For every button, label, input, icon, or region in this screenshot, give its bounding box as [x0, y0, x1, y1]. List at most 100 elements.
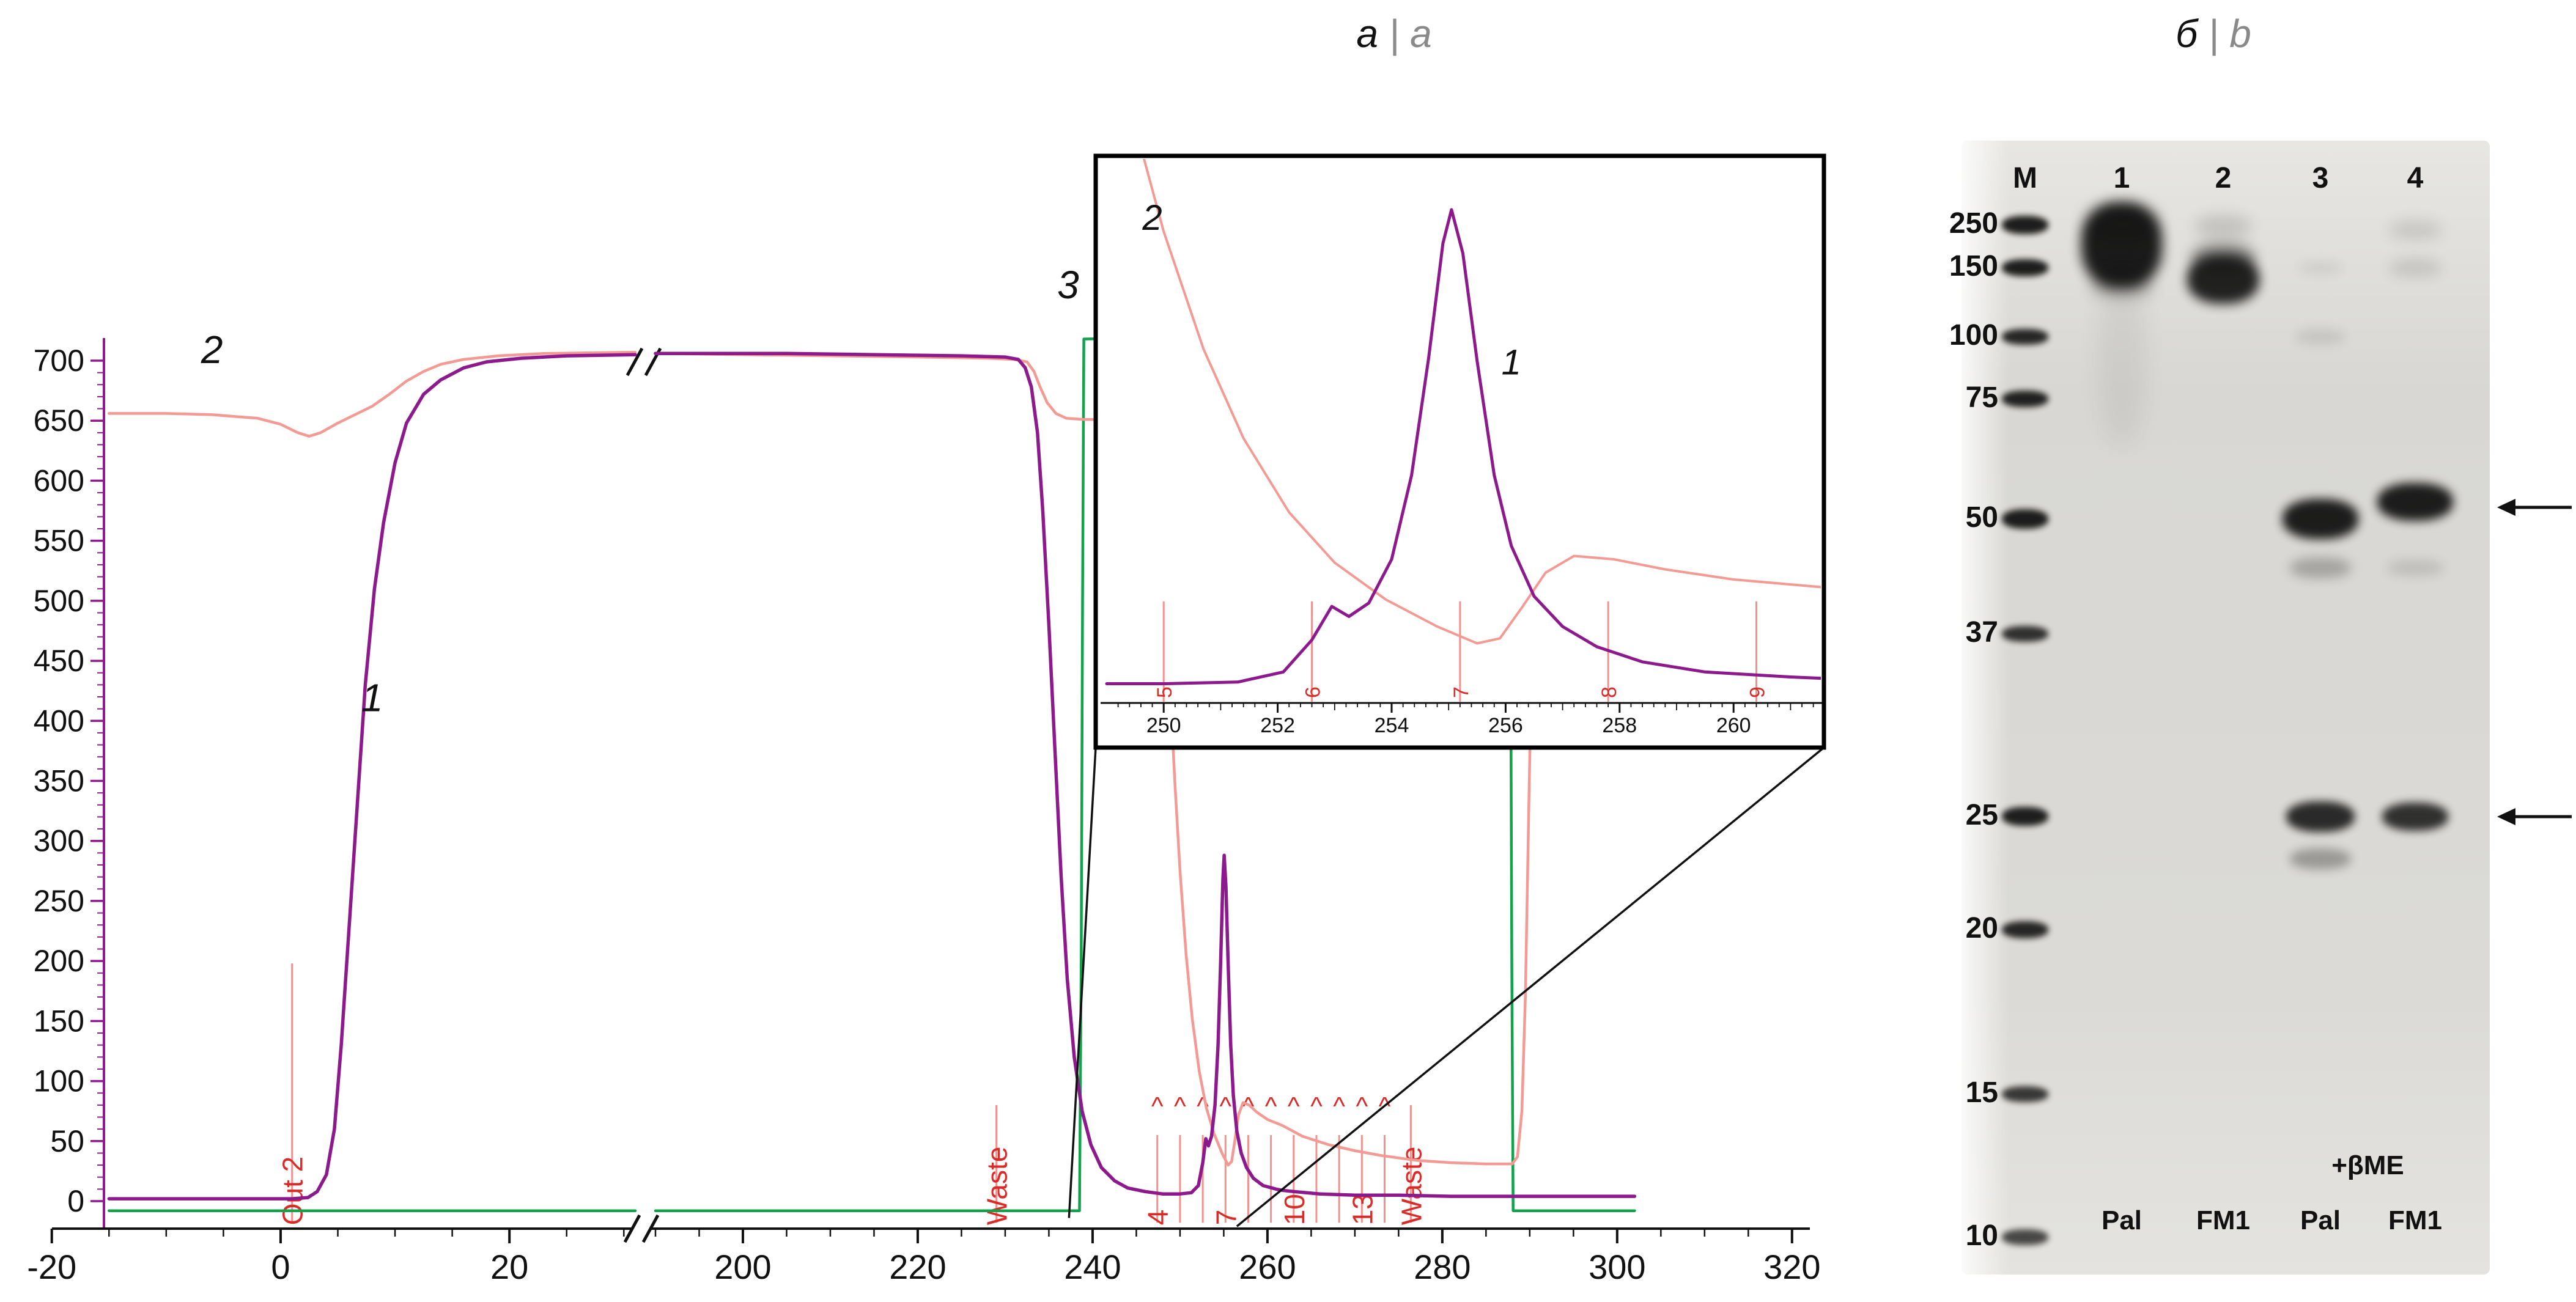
panel-a-label-cyrillic: а — [1356, 12, 1378, 56]
y-tick-label: 300 — [34, 824, 84, 858]
marker-band-37 — [2002, 625, 2048, 642]
series-label-2: 2 — [201, 328, 223, 372]
x-tick-label: 300 — [1589, 1248, 1645, 1286]
panel-a-separator: | — [1378, 12, 1411, 56]
mw-label-50: 50 — [1965, 501, 1998, 534]
y-tick-label: 200 — [34, 944, 84, 978]
event-mark-label: Waste — [981, 1147, 1013, 1226]
mw-label-150: 150 — [1949, 249, 1998, 282]
panel-a-label-latin: a — [1410, 12, 1432, 56]
gel-band-lane3-150kda — [2298, 260, 2342, 274]
fraction-caret: ^ — [1219, 1092, 1231, 1120]
inset-fraction-number: 9 — [1746, 686, 1769, 698]
curve-2 — [654, 351, 1636, 1167]
mw-label-20: 20 — [1965, 911, 1998, 944]
inset-fraction-number: 6 — [1302, 686, 1325, 698]
lane-caption-2: FM1 — [2196, 1205, 2250, 1235]
marker-band-25 — [2002, 807, 2048, 826]
inset-curve-2 — [1142, 159, 1821, 645]
gel-band-lane4-25kda — [2382, 802, 2448, 831]
mw-label-75: 75 — [1965, 381, 1998, 414]
gel-band-lane2-245kda — [2195, 215, 2251, 238]
lane-label-1: 1 — [2113, 162, 2130, 194]
x-tick-label: 280 — [1414, 1248, 1471, 1286]
y-tick-label: 150 — [34, 1004, 84, 1038]
fraction-caret: ^ — [1310, 1092, 1323, 1120]
y-tick-label: 650 — [34, 403, 84, 438]
x-tick-label: 200 — [714, 1248, 771, 1286]
fraction-caret: ^ — [1333, 1092, 1345, 1120]
band-arrow-head — [2497, 499, 2515, 517]
marker-band-10 — [2002, 1229, 2048, 1245]
panel-b-label-cyrillic: б — [2176, 12, 2198, 56]
mw-label-250: 250 — [1949, 207, 1998, 240]
marker-band-250 — [2002, 216, 2048, 234]
gel-band-lane3-25kda — [2286, 801, 2355, 832]
marker-band-20 — [2002, 921, 2048, 938]
gel-band-lane2-140kda — [2187, 255, 2259, 304]
inset-series-label-2: 2 — [1142, 198, 1162, 238]
x-tick-label: 20 — [490, 1248, 528, 1286]
axis-break-slash — [641, 1214, 660, 1243]
y-tick-label: 550 — [34, 524, 84, 558]
gel-band-lane3-23kda — [2290, 848, 2351, 870]
inset-curves — [1105, 159, 1821, 685]
mw-label-15: 15 — [1965, 1076, 1998, 1109]
panel-a-title: а | a — [1290, 11, 1498, 56]
curve-2 — [108, 350, 637, 438]
lane-label-3: 3 — [2312, 162, 2329, 194]
lane-label-2: 2 — [2215, 162, 2232, 194]
fraction-caret: ^ — [1288, 1092, 1300, 1120]
mw-label-100: 100 — [1949, 319, 1998, 352]
curve-break-slash — [626, 347, 644, 377]
fraction-number: 13 — [1346, 1194, 1378, 1225]
y-tick-label: 0 — [67, 1184, 84, 1218]
inset-fraction-number: 5 — [1153, 686, 1176, 698]
inset-group: 250 252 254 256 258 260 5 6 7 8 9 2 1 — [1093, 153, 1826, 750]
gel-photo: 250 150 100 75 50 37 25 20 15 10 M 1 Pal 2 FM1 3 Pal 4 FM1… — [1949, 141, 2490, 1274]
gel-band-lane1-90kda — [2097, 274, 2146, 446]
marker-band-100 — [2002, 329, 2048, 345]
y-tick-label: 700 — [34, 344, 84, 378]
fraction-caret: ^ — [1265, 1092, 1277, 1120]
fraction-number: 10 — [1279, 1194, 1310, 1225]
y-tick-label: 450 — [34, 644, 84, 678]
zoom-connector-left — [1068, 747, 1097, 1218]
inset-tick-label: 256 — [1488, 714, 1523, 737]
mw-label-25: 25 — [1965, 798, 1998, 831]
inset-fraction-number: 7 — [1450, 686, 1473, 698]
y-tick-label: 500 — [34, 584, 84, 618]
y-tick-label: 600 — [34, 463, 84, 498]
inset-tick-label: 254 — [1375, 714, 1409, 737]
panel-b-title: б | b — [2109, 11, 2317, 56]
inset-tick-label: 258 — [1602, 714, 1637, 737]
x-tick-label: 220 — [889, 1248, 946, 1286]
y-tick-label: 100 — [34, 1064, 84, 1098]
axis-break-slash — [623, 1214, 641, 1243]
y-tick-label: 250 — [34, 884, 84, 918]
inset-tick-label: 250 — [1146, 714, 1181, 737]
inset-series-label-1: 1 — [1502, 343, 1521, 383]
lane-label-4: 4 — [2407, 162, 2424, 194]
curve-1 — [654, 351, 1637, 1198]
band-arrow-head — [2497, 807, 2515, 825]
lane-caption-1: Pal — [2101, 1205, 2142, 1235]
zoom-connector-right — [1236, 746, 1825, 1227]
y-tick-label: 400 — [34, 704, 84, 738]
marker-band-150 — [2002, 259, 2048, 276]
x-tick-label: -20 — [27, 1248, 76, 1286]
gel-band-lane4-150kda — [2389, 258, 2441, 277]
y-tick-label: 50 — [50, 1124, 84, 1158]
gel-band-lane3-100kda — [2295, 329, 2345, 345]
panel-b-separator: | — [2198, 12, 2230, 56]
gel-band-lane4-53kda — [2377, 482, 2453, 521]
gel-band-lane3-44kda — [2290, 557, 2351, 578]
marker-band-15 — [2002, 1086, 2048, 1103]
gel-band-lane4-235kda — [2389, 221, 2441, 240]
gel-band-lane2-168kda — [2191, 244, 2255, 273]
inset-tick-label: 252 — [1260, 714, 1295, 737]
gel-band-lane4-44kda — [2387, 559, 2443, 576]
gel-band-lane1-250kda — [2087, 205, 2156, 245]
lane-caption-4: FM1 — [2388, 1205, 2442, 1235]
